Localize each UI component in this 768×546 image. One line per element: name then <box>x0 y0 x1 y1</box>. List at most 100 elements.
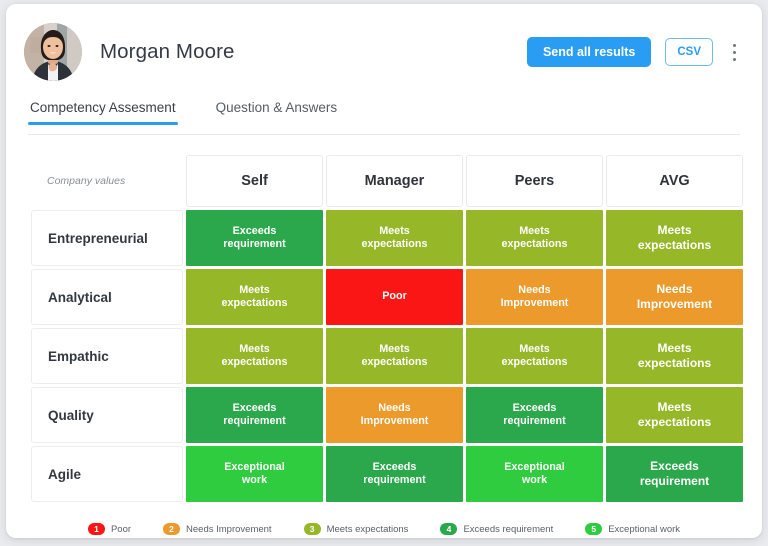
tab-bar: Competency Assesment Question & Answers <box>28 100 740 135</box>
score-cell-line1: Meets <box>519 224 550 237</box>
row-label: Agile <box>31 446 183 502</box>
tab-competency-assessment[interactable]: Competency Assesment <box>28 100 178 125</box>
score-cell-line2: work <box>241 474 268 486</box>
score-cell-line1: Meets <box>379 224 410 237</box>
legend-label: Needs Improvement <box>186 523 272 535</box>
score-cell[interactable]: Meets expectations <box>606 387 743 443</box>
score-cell[interactable]: Needs Improvement <box>326 387 463 443</box>
kebab-dot <box>732 43 736 47</box>
more-vertical-icon[interactable] <box>726 39 742 65</box>
tab-question-answers[interactable]: Question & Answers <box>215 100 338 115</box>
score-cell[interactable]: Exceeds requirement <box>186 210 323 266</box>
legend-item: 4 Exceeds requirement <box>440 523 553 535</box>
score-cell[interactable]: Meets expectations <box>186 328 323 384</box>
score-cell-line1: Needs <box>518 283 551 296</box>
score-cell-line2: expectations <box>501 238 568 250</box>
score-cell-line1: Meets <box>239 283 270 296</box>
score-cell-line1: Meets <box>239 342 270 355</box>
column-header-avg: AVG <box>606 155 743 207</box>
send-all-results-button[interactable]: Send all results <box>526 37 652 67</box>
legend-label: Meets expectations <box>326 523 409 535</box>
score-cell-line2: requirement <box>639 474 710 488</box>
row-label: Entrepreneurial <box>31 210 183 266</box>
table-row: Entrepreneurial Exceeds requirement Meets ex… <box>31 210 743 266</box>
score-cell-line1: Meets <box>657 223 692 237</box>
score-cell-line2: requirement <box>223 415 286 427</box>
score-cell[interactable]: Exceeds requirement <box>466 387 603 443</box>
score-cell[interactable]: Needs Improvement <box>606 269 743 325</box>
score-cell-line2: expectations <box>501 356 568 368</box>
score-cell-line2: requirement <box>503 415 566 427</box>
score-cell-line1: Needs <box>656 282 693 296</box>
score-cell-line2: expectations <box>637 356 712 370</box>
score-cell-line1: Meets <box>657 400 692 414</box>
legend-item: 1 Poor <box>87 523 132 535</box>
table-body: Entrepreneurial Exceeds requirement Meets ex… <box>31 210 743 502</box>
legend-label: Exceeds requirement <box>463 523 554 535</box>
table-row: Empathic Meets expectations Meets expectatio… <box>31 328 743 384</box>
legend-label: Exceptional work <box>608 523 681 535</box>
csv-export-button[interactable]: CSV <box>665 38 713 66</box>
row-label: Quality <box>31 387 183 443</box>
legend-badge: 1 <box>87 523 105 535</box>
score-cell-line2: Improvement <box>636 297 713 311</box>
legend-badge: 2 <box>163 523 181 535</box>
score-cell[interactable]: Meets expectations <box>326 328 463 384</box>
kebab-dot <box>732 57 736 61</box>
score-cell-line1: Exceeds <box>512 401 557 414</box>
legend-label: Poor <box>110 523 132 535</box>
score-cell[interactable]: Meets expectations <box>466 210 603 266</box>
score-cell-line1: Meets <box>519 342 550 355</box>
row-label: Analytical <box>31 269 183 325</box>
score-cell[interactable]: Exceeds requirement <box>326 446 463 502</box>
column-header-peers: Peers <box>466 155 603 207</box>
score-cell[interactable]: Meets expectations <box>186 269 323 325</box>
card-header: Morgan Moore Send all results CSV <box>6 4 762 100</box>
score-cell-line2: requirement <box>223 238 286 250</box>
assessment-card: Morgan Moore Send all results CSV Compet… <box>6 4 762 538</box>
score-cell-line2: expectations <box>221 297 288 309</box>
score-cell-line1: Meets <box>657 341 692 355</box>
score-cell-line2: expectations <box>637 415 712 429</box>
header-actions: Send all results CSV <box>526 37 742 67</box>
score-cell-line2: expectations <box>361 238 428 250</box>
competency-table: Company values Self Manager Peers AVG En… <box>28 152 746 505</box>
score-cell-line2: Improvement <box>500 297 569 309</box>
score-cell[interactable]: Exceeds requirement <box>186 387 323 443</box>
score-cell[interactable]: Meets expectations <box>466 328 603 384</box>
row-label: Empathic <box>31 328 183 384</box>
score-cell[interactable]: Exceptional work <box>466 446 603 502</box>
score-cell[interactable]: Meets expectations <box>606 210 743 266</box>
score-cell-line1: Meets <box>379 342 410 355</box>
score-cell[interactable]: Exceeds requirement <box>606 446 743 502</box>
score-cell[interactable]: Meets expectations <box>326 210 463 266</box>
score-cell-line1: Exceeds <box>232 224 277 237</box>
table-header-row: Company values Self Manager Peers AVG <box>31 155 743 207</box>
table-row: Agile Exceptional work Exceeds requirement Ex… <box>31 446 743 502</box>
company-values-label: Company values <box>47 175 126 187</box>
legend-badge: 3 <box>303 523 321 535</box>
page-title: Morgan Moore <box>100 40 235 63</box>
score-cell-line2: expectations <box>637 238 712 252</box>
score-cell-line2: expectations <box>361 356 428 368</box>
column-header-manager: Manager <box>326 155 463 207</box>
avatar <box>24 23 82 81</box>
legend-item: 3 Meets expectations <box>303 523 409 535</box>
score-legend: 1 Poor 2 Needs Improvement 3 Meets expectatio… <box>28 523 740 535</box>
score-cell-line1: Needs <box>378 401 411 414</box>
score-cell-line1: Exceeds <box>372 460 417 473</box>
score-cell[interactable]: Needs Improvement <box>466 269 603 325</box>
legend-badge: 5 <box>585 523 603 535</box>
table-row: Analytical Meets expectations Poor Needs Impr… <box>31 269 743 325</box>
score-cell-line1: Exceptional <box>224 460 285 473</box>
score-cell[interactable]: Meets expectations <box>606 328 743 384</box>
score-cell[interactable]: Poor <box>326 269 463 325</box>
legend-badge: 4 <box>440 523 458 535</box>
score-cell[interactable]: Exceptional work <box>186 446 323 502</box>
score-cell-line1: Exceeds <box>232 401 277 414</box>
table-row: Quality Exceeds requirement Needs Improvemen… <box>31 387 743 443</box>
legend-item: 5 Exceptional work <box>585 523 680 535</box>
column-header-self: Self <box>186 155 323 207</box>
competency-matrix: Company values Self Manager Peers AVG En… <box>28 152 743 535</box>
score-cell-line2: expectations <box>221 356 288 368</box>
